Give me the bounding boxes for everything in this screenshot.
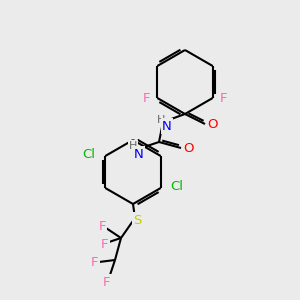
Text: Cl: Cl [171, 179, 184, 193]
Text: N: N [134, 148, 144, 160]
Text: F: F [98, 220, 106, 232]
Text: O: O [208, 118, 218, 130]
Text: S: S [133, 214, 141, 226]
Text: F: F [101, 238, 109, 250]
Text: F: F [220, 92, 227, 104]
Text: F: F [91, 256, 99, 268]
Text: H: H [129, 141, 137, 151]
Text: Cl: Cl [82, 148, 95, 160]
Text: N: N [162, 119, 172, 133]
Text: H: H [157, 115, 165, 125]
Text: F: F [103, 275, 111, 289]
Text: O: O [184, 142, 194, 154]
Text: F: F [143, 92, 150, 104]
